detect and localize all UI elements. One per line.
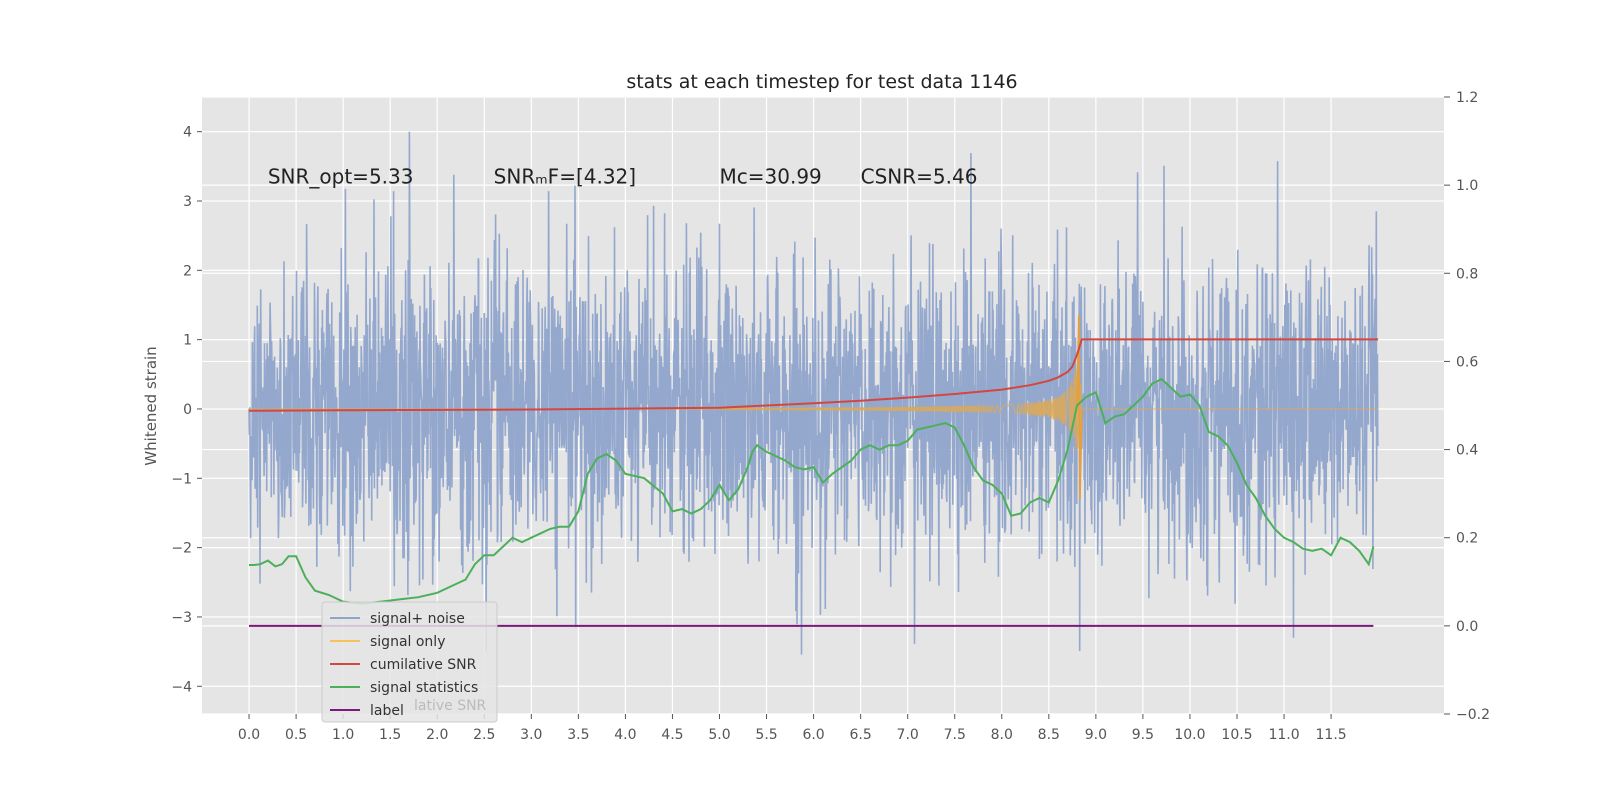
y-tick-label: 2 bbox=[183, 263, 192, 279]
x-tick-label: 4.5 bbox=[661, 727, 683, 743]
y-tick-label: −2 bbox=[171, 541, 192, 557]
x-tick-label: 8.5 bbox=[1038, 727, 1060, 743]
legend-label: signal+ noise bbox=[370, 611, 465, 627]
x-tick-label: 8.0 bbox=[991, 727, 1013, 743]
x-tick-label: 3.5 bbox=[567, 727, 589, 743]
x-tick-label: 1.5 bbox=[379, 727, 401, 743]
x-tick-label: 10.0 bbox=[1174, 727, 1205, 743]
legend-label: cumilative SNR bbox=[370, 657, 477, 673]
y2-tick-label: −0.2 bbox=[1456, 707, 1490, 723]
x-tick-label: 4.0 bbox=[614, 727, 636, 743]
legend-label: label bbox=[370, 703, 404, 719]
legend-box bbox=[321, 601, 498, 723]
axes: 0.0 0.5 1.0 1.5 2.0 2.5 3.0 3.5 4.0 4.5 5.0 5.5 6.0 6… bbox=[171, 90, 1490, 743]
legend: lative SNR signal+ noise signal only cumila… bbox=[321, 601, 498, 723]
x-tick-label: 5.5 bbox=[755, 727, 777, 743]
y-tick-label: 3 bbox=[183, 194, 192, 210]
x-tick-label: 7.0 bbox=[897, 727, 919, 743]
x-tick-label: 1.0 bbox=[332, 727, 354, 743]
series-signal-noise bbox=[248, 131, 1379, 655]
legend-label: signal statistics bbox=[370, 680, 478, 696]
x-tick-label: 11.5 bbox=[1316, 727, 1347, 743]
x-tick-label: 10.5 bbox=[1221, 727, 1252, 743]
y-tick-label: −3 bbox=[171, 610, 192, 626]
x-tick-label: 3.0 bbox=[520, 727, 542, 743]
x-tick-label: 9.5 bbox=[1132, 727, 1154, 743]
annotations: SNR_opt=5.33 SNRₘF=[4.32] Mᴄ=30.99 CSNR=5.4… bbox=[268, 165, 978, 189]
series-cumilative-snr-line bbox=[248, 338, 1379, 412]
x-tick-label: 6.0 bbox=[802, 727, 824, 743]
x-tick-label: 9.0 bbox=[1085, 727, 1107, 743]
y2-tick-label: 1.2 bbox=[1456, 90, 1478, 106]
x-tick-label: 5.0 bbox=[708, 727, 730, 743]
signal-only-merger-spike bbox=[1076, 315, 1083, 500]
annotation-text: SNR_opt=5.33 bbox=[268, 165, 414, 189]
y2-tick-label: 1.0 bbox=[1456, 178, 1478, 194]
annotation-text: SNRₘF=[4.32] bbox=[494, 165, 636, 189]
signal-noise-line bbox=[248, 131, 1379, 655]
x-tick-label: 0.0 bbox=[238, 727, 260, 743]
y2-tick-label: 0.2 bbox=[1456, 531, 1478, 547]
y-tick-label: −1 bbox=[171, 471, 192, 487]
series-signal-statistics-line bbox=[249, 377, 1375, 605]
y2-tick-label: 0.0 bbox=[1456, 619, 1478, 635]
annotation-text: CSNR=5.46 bbox=[861, 165, 978, 189]
x-tick-label: 0.5 bbox=[285, 727, 307, 743]
y-tick-label: 1 bbox=[183, 333, 192, 349]
y-tick-label: 4 bbox=[183, 125, 192, 141]
legend-ghost-text: lative SNR bbox=[414, 698, 487, 714]
y-tick-label: −4 bbox=[171, 679, 192, 695]
chart-title: stats at each timestep for test data 114… bbox=[626, 71, 1017, 93]
x-tick-label: 2.0 bbox=[426, 727, 448, 743]
y-tick-label: 0 bbox=[183, 402, 192, 418]
x-tick-label: 2.5 bbox=[473, 727, 495, 743]
y2-tick-label: 0.4 bbox=[1456, 443, 1478, 459]
y2-tick-label: 0.6 bbox=[1456, 354, 1478, 370]
x-tick-label: 7.5 bbox=[944, 727, 966, 743]
annotation-text: Mᴄ=30.99 bbox=[720, 165, 822, 189]
y-axis-label: Whitened strain bbox=[142, 346, 160, 465]
legend-label: signal only bbox=[370, 634, 445, 650]
x-tick-label: 11.0 bbox=[1268, 727, 1299, 743]
y2-tick-label: 0.8 bbox=[1456, 266, 1478, 282]
x-tick-label: 6.5 bbox=[850, 727, 872, 743]
